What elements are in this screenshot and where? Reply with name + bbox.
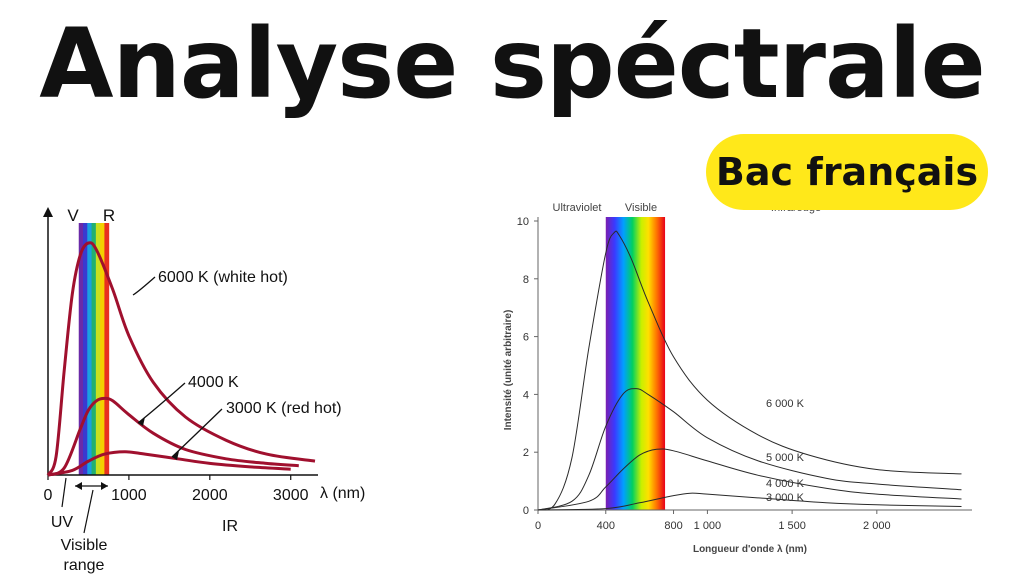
series-curve (537, 492, 962, 511)
x-tick-label: 2 000 (863, 520, 891, 532)
series-label: 4000 K (188, 374, 239, 391)
visible-band-stripe (83, 223, 88, 475)
series-leader-arrow (172, 451, 179, 460)
y-axis-label: Intensité (unité arbitraire) (503, 310, 514, 431)
region-label-uv: Ultraviolet (553, 202, 602, 214)
y-tick-label: 4 (523, 389, 529, 401)
visible-band-stripe (78, 223, 84, 475)
y-tick-label: 8 (523, 274, 529, 286)
uv-leader-line (61, 477, 67, 508)
series-curve (537, 230, 962, 511)
blackbody-chart-right: 0 2 4 6 8 10 0 400 800 1 000 1 500 2 000 Longueur d'… (503, 202, 972, 555)
band-label-visible: Visible (61, 537, 108, 554)
bac-badge: Bac français (706, 134, 988, 210)
x-tick-label: 2000 (192, 487, 228, 504)
x-tick-label: 1000 (111, 487, 147, 504)
visible-band-stripe (104, 223, 110, 475)
series-leader-line (132, 276, 156, 296)
visible-spectrum-band (605, 217, 666, 510)
y-tick-label: 2 (523, 447, 529, 459)
y-tick-label: 0 (523, 505, 529, 517)
series-label: 3 000 K (766, 492, 805, 504)
x-tick-label: 3000 (273, 487, 309, 504)
x-axis-label: Longueur d'onde λ (nm) (693, 544, 807, 555)
x-tick-label: 1 000 (694, 520, 722, 532)
series-curve (537, 448, 962, 511)
visible-range-arrows (75, 482, 108, 490)
page-title: Analyse spéctrale (39, 8, 985, 120)
series-leader-arrow (138, 417, 145, 426)
region-label-visible: Visible (625, 202, 657, 214)
band-label-red: R (103, 206, 115, 225)
band-label-visible-2: range (64, 557, 105, 574)
x-tick-label: 0 (535, 520, 541, 532)
visible-band-stripe (91, 223, 97, 475)
blackbody-chart-left: 0 1000 2000 3000 λ (nm) 6000 K (white hot) 400… (43, 206, 365, 574)
band-label-ir: IR (222, 518, 238, 535)
series-curve (46, 241, 316, 476)
series-label: 6000 K (white hot) (158, 269, 288, 286)
visible-band-stripe (100, 223, 105, 475)
series-leader-line (137, 382, 186, 424)
y-tick-label: 10 (517, 216, 529, 228)
visible-band-stripe (87, 223, 93, 475)
x-tick-label: 1 500 (778, 520, 806, 532)
series-curve (537, 388, 962, 511)
series-label: 3000 K (red hot) (226, 400, 342, 417)
series-curve (47, 396, 299, 477)
x-tick-label: 0 (44, 487, 53, 504)
x-tick-label: 400 (597, 520, 615, 532)
x-tick-label: 800 (664, 520, 682, 532)
series-curve (47, 450, 291, 477)
x-axis-label: λ (nm) (320, 485, 365, 502)
y-axis-arrow (43, 207, 53, 217)
band-label-uv: UV (51, 514, 74, 531)
visible-leader-line (83, 489, 94, 534)
series-label: 5 000 K (766, 452, 805, 464)
band-label-violet: V (67, 206, 79, 225)
y-tick-label: 6 (523, 332, 529, 344)
series-leader-line (171, 408, 223, 458)
series-label: 6 000 K (766, 398, 805, 410)
visible-band-stripe (95, 223, 101, 475)
series-label: 4 000 K (766, 478, 805, 490)
